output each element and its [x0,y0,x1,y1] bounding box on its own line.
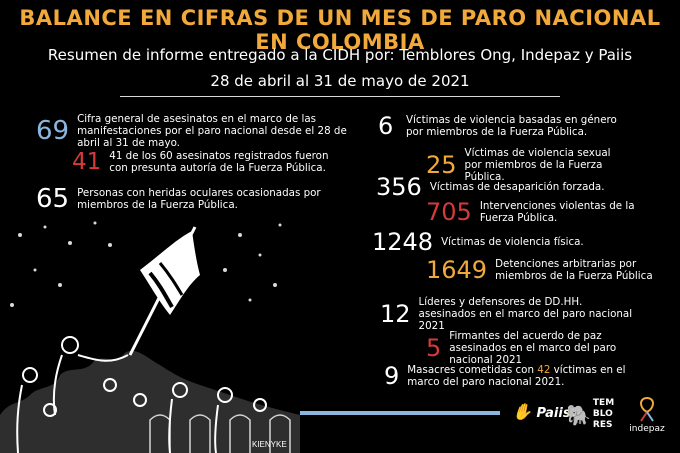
accent-line [300,411,500,415]
stat-violencia-sexual: 25 Víctimas de violencia sexual por miem… [426,147,615,183]
stat-lideres: 12 Líderes y defensores de DD.HH. asesin… [380,296,639,332]
stat-value: 5 [426,334,442,362]
paiis-label: Paiis [536,406,571,421]
stat-text: Masacres cometidas con 42 víctimas en el… [407,364,637,388]
stat-value: 1248 [372,228,434,256]
stat-violencia-fisica: 1248 Víctimas de violencia física. [372,230,621,254]
stat-desaparicion: 356 Víctimas de desaparición forzada. [376,175,630,199]
stat-text: Firmantes del acuerdo de paz asesinados … [449,330,617,366]
page-subtitle: Resumen de informe entregado a la CIDH p… [47,46,633,64]
stat-text: Líderes y defensores de DD.HH. asesinado… [418,296,633,332]
stat-violencia-genero: 6 Víctimas de violencia basadas en géner… [378,114,636,138]
elephant-icon: 🐘 [566,402,591,427]
stat-text: Víctimas de violencia sexual por miembro… [464,147,611,183]
stat-heridas-oculares: 65 Personas con heridas oculares ocasion… [36,186,366,212]
divider [120,96,560,97]
page-title: BALANCE EN CIFRAS DE UN MES DE PARO NACI… [19,6,661,54]
stat-text-after: víctimas en el marco del paro nacional 2… [407,364,626,388]
stat-text: Personas con heridas oculares ocasionada… [77,187,321,211]
stat-value: 6 [378,112,394,140]
ribbon-icon [640,396,654,422]
stat-text: Cifra general de asesinatos en el marco … [77,113,347,149]
stat-firmantes: 5 Firmantes del acuerdo de paz asesinado… [426,330,649,366]
stat-asesinatos-fuerza: 41 41 de los 60 asesinatos registrados f… [72,150,372,174]
paiis-icon: ✋ [512,402,532,421]
stat-value: 12 [380,300,411,328]
indepaz-logo: indepaz [624,396,670,434]
stat-text: 41 de los 60 asesinatos registrados fuer… [109,150,329,174]
stat-text: Detenciones arbitrarias por miembros de … [495,258,653,282]
date-range: 28 de abril al 31 de mayo de 2021 [210,72,470,90]
stat-text: Intervenciones violentas de la Fuerza Pú… [479,200,635,224]
stat-asesinatos: 69 Cifra general de asesinatos en el mar… [36,113,356,149]
protest-illustration: KIENYKE [0,221,300,453]
stat-highlight: 42 [537,364,551,376]
temblores-label: TEM BLO RES [592,398,615,430]
stat-value: 65 [36,184,70,214]
stat-text-before: Masacres cometidas con [407,364,538,376]
stat-masacres: 9 Masacres cometidas con 42 víctimas en … [384,364,637,388]
stat-text: Víctimas de violencia basadas en género … [406,114,617,138]
stat-detenciones: 1649 Detenciones arbitrarias por miembro… [426,258,655,282]
temblores-logo: 🐘 TEM BLO RES [566,398,618,431]
stat-text: Víctimas de violencia física. [441,236,584,248]
stat-intervenciones: 705 Intervenciones violentas de la Fuerz… [426,200,650,224]
stat-value: 41 [72,148,102,175]
stat-value: 69 [36,116,70,146]
stat-value: 705 [426,198,472,226]
stat-value: 1649 [426,256,488,284]
paiis-logo: ✋ Paiis [512,402,571,421]
indepaz-label: indepaz [629,424,665,434]
stat-text: Víctimas de desaparición forzada. [429,181,605,193]
image-caption: KIENYKE [252,440,287,449]
stat-value: 9 [384,362,400,390]
stat-value: 356 [376,173,422,201]
stat-value: 25 [426,151,457,179]
